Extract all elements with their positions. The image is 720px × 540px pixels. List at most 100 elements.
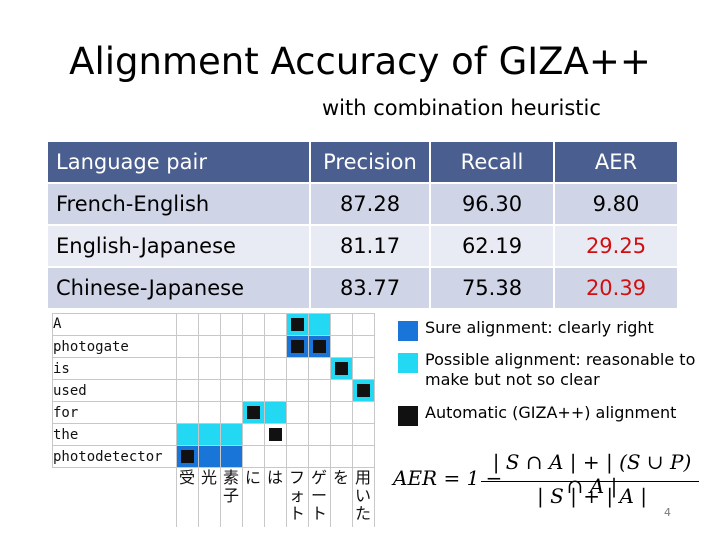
cell-pair: Chinese-Japanese — [48, 266, 311, 308]
japanese-token: ゲート — [308, 469, 330, 523]
grid-line — [52, 313, 374, 314]
automatic-swatch — [398, 406, 418, 426]
automatic-alignment-mark — [291, 318, 304, 331]
alignment-grid: A photogate is used for the photodetecto… — [52, 313, 378, 527]
english-word: is — [53, 361, 70, 377]
header-language-pair: Language pair — [48, 142, 311, 183]
table-row: English-Japanese 81.17 62.19 29.25 — [48, 224, 677, 267]
japanese-char: 受 — [178, 468, 195, 487]
automatic-alignment-mark — [335, 362, 348, 375]
legend-automatic-label: Automatic (GIZA++) alignment — [425, 403, 677, 422]
cell-recall: 96.30 — [430, 182, 555, 225]
possible-alignment-cell — [177, 424, 198, 445]
grid-line — [52, 445, 374, 446]
formula-lhs: AER = 1 − — [393, 466, 503, 490]
grid-line — [52, 423, 374, 424]
japanese-char: 用 — [354, 468, 371, 487]
possible-alignment-cell — [221, 424, 242, 445]
header-precision: Precision — [310, 142, 431, 183]
slide-title: Alignment Accuracy of GIZA++ — [69, 40, 651, 83]
japanese-char: に — [244, 468, 261, 487]
cell-precision: 81.17 — [310, 224, 431, 267]
possible-alignment-cell — [309, 314, 330, 335]
header-aer: AER — [554, 142, 677, 183]
possible-alignment-cell — [199, 424, 220, 445]
grid-line — [286, 313, 287, 527]
sure-alignment-cell — [199, 446, 220, 467]
japanese-char: ト — [288, 504, 305, 523]
formula-numerator: | S ∩ A | + | (S ∪ P) ∩ A | — [492, 450, 692, 498]
cell-precision: 83.77 — [310, 266, 431, 308]
japanese-char: ト — [310, 504, 327, 523]
cell-aer-highlight: 20.39 — [554, 266, 677, 308]
formula-denominator: | S | + | A | — [537, 484, 647, 508]
fraction-bar — [481, 481, 699, 482]
header-recall: Recall — [430, 142, 555, 183]
japanese-char: ゲ — [310, 468, 327, 487]
page-number: 4 — [664, 506, 671, 519]
table-header-row: Language pair Precision Recall AER — [48, 142, 677, 183]
legend-sure-label: Sure alignment: clearly right — [425, 318, 654, 337]
grid-line — [52, 357, 374, 358]
japanese-char: 光 — [200, 468, 217, 487]
grid-line — [198, 313, 199, 527]
japanese-token: 用いた — [352, 469, 374, 523]
japanese-char: ー — [310, 486, 327, 505]
japanese-token: 光 — [198, 469, 220, 487]
possible-alignment-cell — [265, 402, 286, 423]
cell-precision: 87.28 — [310, 182, 431, 225]
grid-line — [52, 401, 374, 402]
japanese-char: は — [266, 468, 283, 487]
japanese-char: 子 — [222, 486, 239, 505]
cell-aer-highlight: 29.25 — [554, 224, 677, 267]
grid-line — [242, 313, 243, 527]
english-word: A — [53, 316, 62, 332]
accuracy-table: Language pair Precision Recall AER Frenc… — [48, 142, 677, 308]
sure-swatch — [398, 321, 418, 341]
automatic-alignment-mark — [313, 340, 326, 353]
japanese-char: フ — [288, 468, 305, 487]
grid-line — [176, 313, 177, 527]
grid-line — [52, 313, 53, 467]
grid-line — [220, 313, 221, 527]
cell-aer: 9.80 — [554, 182, 677, 225]
legend-possible-label: Possible alignment: reasonable to make b… — [425, 350, 696, 389]
english-word: photogate — [53, 339, 129, 355]
sure-alignment-cell — [221, 446, 242, 467]
japanese-char: ォ — [288, 486, 305, 505]
slide-subtitle: with combination heuristic — [322, 96, 601, 120]
grid-line — [374, 313, 375, 527]
english-word: for — [53, 405, 79, 421]
grid-line — [308, 313, 309, 527]
grid-line — [352, 313, 353, 527]
aer-formula: AER = 1 − | S ∩ A | + | (S ∪ P) ∩ A | | … — [393, 440, 705, 520]
automatic-alignment-mark — [247, 406, 260, 419]
cell-pair: English-Japanese — [48, 224, 311, 267]
japanese-token: は — [264, 469, 286, 487]
japanese-char: い — [354, 486, 371, 505]
japanese-char: た — [354, 504, 371, 523]
grid-line — [52, 379, 374, 380]
possible-swatch — [398, 353, 418, 373]
japanese-token: に — [242, 469, 264, 487]
cell-recall: 62.19 — [430, 224, 555, 267]
english-word: photodetector — [53, 449, 163, 465]
japanese-char: 素 — [222, 468, 239, 487]
automatic-alignment-mark — [269, 428, 282, 441]
grid-line — [264, 313, 265, 527]
automatic-alignment-mark — [181, 450, 194, 463]
japanese-token: 素子 — [220, 469, 242, 505]
japanese-token: フォト — [286, 469, 308, 523]
grid-line — [52, 335, 374, 336]
automatic-alignment-mark — [357, 384, 370, 397]
english-word: the — [53, 427, 79, 443]
automatic-alignment-mark — [291, 340, 304, 353]
japanese-char: を — [332, 468, 349, 487]
table-row: French-English 87.28 96.30 9.80 — [48, 182, 677, 225]
japanese-token: を — [330, 469, 352, 487]
japanese-token: 受 — [176, 469, 198, 487]
grid-line — [330, 313, 331, 527]
cell-pair: French-English — [48, 182, 311, 225]
english-word: used — [53, 383, 87, 399]
table-row: Chinese-Japanese 83.77 75.38 20.39 — [48, 266, 677, 308]
